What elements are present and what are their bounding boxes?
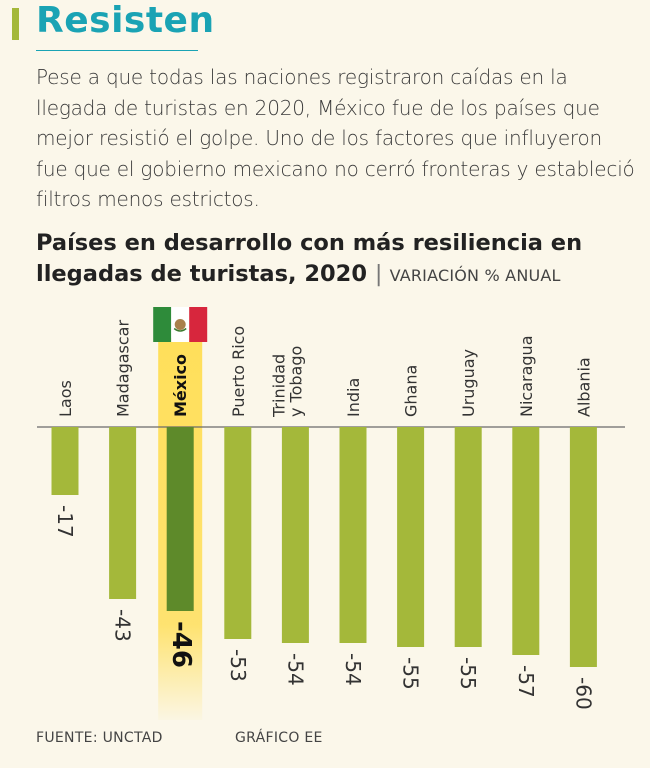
category-label-india: India	[344, 378, 363, 417]
intro-paragraph: Pese a que todas las naciones registraro…	[36, 65, 635, 211]
bar-mexico	[166, 427, 194, 611]
headline-underline	[36, 50, 198, 51]
value-label-india: -54	[341, 653, 365, 686]
bar-albania	[569, 427, 597, 667]
bar-ghana	[397, 427, 425, 647]
value-label-madagascar: -43	[111, 609, 135, 642]
chart-subtitle: VARIACIÓN % ANUAL	[389, 266, 561, 285]
chart-title-block: Países en desarrollo con más resiliencia…	[36, 230, 583, 287]
category-label-uruguay: Uruguay	[459, 349, 478, 417]
value-label-nicaragua: -57	[514, 665, 538, 698]
headline: Resisten	[36, 0, 215, 41]
category-label-laos: Laos	[56, 380, 75, 417]
category-label-trinidad-y-tobago: Trinidady Tobago	[269, 346, 305, 418]
bar-puerto-rico	[224, 427, 252, 639]
bar-madagascar	[109, 427, 137, 599]
chart-title: Países en desarrollo con más resiliencia…	[36, 230, 583, 287]
category-label-albania: Albania	[574, 357, 593, 417]
category-label-mexico: México	[171, 354, 190, 417]
bar-laos	[51, 427, 79, 495]
value-label-laos: -17	[53, 505, 77, 538]
value-label-puerto-rico: -53	[226, 649, 250, 682]
bar-india	[339, 427, 367, 643]
category-label-nicaragua: Nicaragua	[517, 336, 536, 418]
category-label-madagascar: Madagascar	[114, 320, 133, 417]
value-label-albania: -60	[571, 677, 595, 710]
category-label-ghana: Ghana	[402, 365, 421, 417]
mexico-flag-icon	[153, 307, 208, 342]
bar-nicaragua	[512, 427, 540, 655]
value-label-mexico: -46	[166, 621, 196, 668]
value-label-trinidad-y-tobago: -54	[283, 653, 307, 686]
bar-trinidad-y-tobago	[281, 427, 309, 643]
source-note: FUENTE: UNCTAD	[36, 730, 163, 746]
value-label-ghana: -55	[399, 657, 423, 690]
value-label-uruguay: -55	[456, 657, 480, 690]
bar-uruguay	[454, 427, 482, 647]
graphic-credit: GRÁFICO EE	[235, 730, 323, 746]
category-label-puerto-rico: Puerto Rico	[229, 326, 248, 417]
headline-accent-bar	[12, 8, 19, 40]
